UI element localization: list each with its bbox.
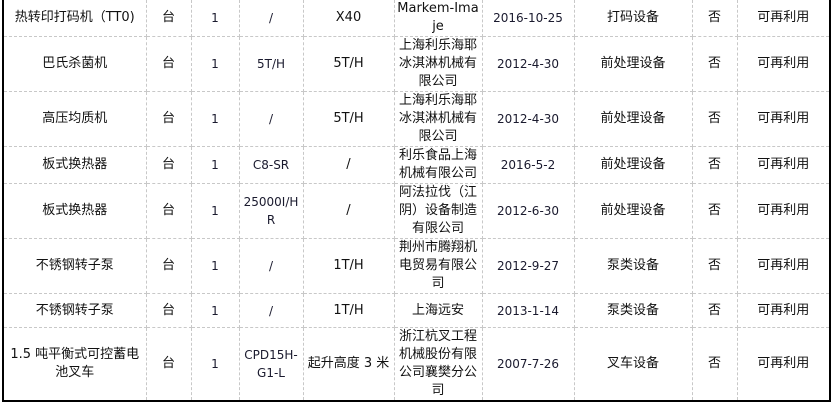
table-row: 不锈钢转子泵台 1/1T/H 上海远安 2013-1-14 泵类设备否可再利用 bbox=[2, 293, 831, 328]
cell-model: / bbox=[238, 238, 304, 294]
cell-flag: 否 bbox=[691, 91, 738, 147]
cell-status: 可再利用 bbox=[736, 293, 831, 328]
cell-unit: 台 bbox=[145, 293, 192, 328]
cell-status: 可再利用 bbox=[736, 146, 831, 184]
cell-date: 2012-4-30 bbox=[481, 36, 575, 92]
cell-name: 热转印打码机（TT0) bbox=[2, 0, 147, 37]
cell-qty: 1 bbox=[190, 91, 240, 147]
cell-date: 2013-1-14 bbox=[481, 293, 575, 328]
cell-model: / bbox=[238, 91, 304, 147]
cell-maker: 利乐食品上海机械有限公司 bbox=[393, 146, 483, 184]
cell-name: 不锈钢转子泵 bbox=[2, 293, 147, 328]
cell-qty: 1 bbox=[190, 36, 240, 92]
table-row: 板式换热器台 1 25000I/HR / 阿法拉伐（江阴）设备制造有限公司 2012-6-… bbox=[2, 183, 831, 239]
cell-maker: 上海利乐海耶冰淇淋机械有限公司 bbox=[393, 36, 483, 92]
cell-model: 5T/H bbox=[238, 36, 304, 92]
cell-unit: 台 bbox=[145, 146, 192, 184]
cell-category: 前处理设备 bbox=[573, 146, 693, 184]
cell-model: CPD15H-G1-L bbox=[238, 327, 304, 402]
cell-qty: 1 bbox=[190, 0, 240, 37]
cell-unit: 台 bbox=[145, 91, 192, 147]
table-row: 板式换热器台 1 C8-SR / 利乐食品上海机械有限公司 2016-5-2 前处理设备否可… bbox=[2, 146, 831, 184]
cell-category: 前处理设备 bbox=[573, 91, 693, 147]
cell-model: 25000I/HR bbox=[238, 183, 304, 239]
cell-date: 2012-9-27 bbox=[481, 238, 575, 294]
cell-qty: 1 bbox=[190, 238, 240, 294]
cell-category: 泵类设备 bbox=[573, 238, 693, 294]
cell-status: 可再利用 bbox=[736, 0, 831, 37]
cell-qty: 1 bbox=[190, 327, 240, 402]
cell-spec: X40 bbox=[302, 0, 395, 37]
cell-unit: 台 bbox=[145, 183, 192, 239]
cell-date: 2007-7-26 bbox=[481, 327, 575, 402]
table-row: 巴氏杀菌机台 1 5T/H 5T/H 上海利乐海耶冰淇淋机械有限公司 2012-4-30 前… bbox=[2, 36, 831, 92]
cell-category: 前处理设备 bbox=[573, 36, 693, 92]
cell-date: 2016-5-2 bbox=[481, 146, 575, 184]
cell-unit: 台 bbox=[145, 36, 192, 92]
table-row: 不锈钢转子泵台 1/1T/H 荆州市腾翔机电贸易有限公司 2012-9-27 泵类设备否… bbox=[2, 238, 831, 294]
cell-status: 可再利用 bbox=[736, 91, 831, 147]
cell-date: 2012-6-30 bbox=[481, 183, 575, 239]
cell-name: 高压均质机 bbox=[2, 91, 147, 147]
cell-flag: 否 bbox=[691, 146, 738, 184]
cell-spec: 1T/H bbox=[302, 238, 395, 294]
cell-spec: 5T/H bbox=[302, 91, 395, 147]
cell-maker: 阿法拉伐（江阴）设备制造有限公司 bbox=[393, 183, 483, 239]
cell-status: 可再利用 bbox=[736, 36, 831, 92]
cell-unit: 台 bbox=[145, 0, 192, 37]
cell-name: 巴氏杀菌机 bbox=[2, 36, 147, 92]
cell-spec: 1T/H bbox=[302, 293, 395, 328]
cell-date: 2012-4-30 bbox=[481, 91, 575, 147]
cell-maker: 上海远安 bbox=[393, 293, 483, 328]
cell-flag: 否 bbox=[691, 183, 738, 239]
cell-date: 2016-10-25 bbox=[481, 0, 575, 37]
cell-name: 板式换热器 bbox=[2, 183, 147, 239]
cell-maker: 上海利乐海耶冰淇淋机械有限公司 bbox=[393, 91, 483, 147]
cell-spec: / bbox=[302, 146, 395, 184]
cell-flag: 否 bbox=[691, 0, 738, 37]
cell-model: / bbox=[238, 293, 304, 328]
cell-spec: / bbox=[302, 183, 395, 239]
cell-name: 板式换热器 bbox=[2, 146, 147, 184]
table-row: 热转印打码机（TT0) 台 1/X40 Markem-Imaje 2016-10-25 打… bbox=[2, 0, 831, 37]
cell-spec: 5T/H bbox=[302, 36, 395, 92]
cell-unit: 台 bbox=[145, 238, 192, 294]
cell-qty: 1 bbox=[190, 183, 240, 239]
cell-maker: 浙江杭叉工程机械股份有限公司襄樊分公司 bbox=[393, 327, 483, 402]
cell-category: 叉车设备 bbox=[573, 327, 693, 402]
cell-status: 可再利用 bbox=[736, 238, 831, 294]
cell-unit: 台 bbox=[145, 327, 192, 402]
cell-model: / bbox=[238, 0, 304, 37]
cell-maker: 荆州市腾翔机电贸易有限公司 bbox=[393, 238, 483, 294]
cell-name: 不锈钢转子泵 bbox=[2, 238, 147, 294]
cell-flag: 否 bbox=[691, 238, 738, 294]
cell-category: 泵类设备 bbox=[573, 293, 693, 328]
table-row: 高压均质机台 1/5T/H 上海利乐海耶冰淇淋机械有限公司 2012-4-30 前处理设… bbox=[2, 91, 831, 147]
cell-category: 打码设备 bbox=[573, 0, 693, 37]
cell-name: 1.5 吨平衡式可控蓄电池叉车 bbox=[2, 327, 147, 402]
cell-model: C8-SR bbox=[238, 146, 304, 184]
table-row: 1.5 吨平衡式可控蓄电池叉车台 1 CPD15H-G1-L 起升高度 3 米浙江杭叉… bbox=[2, 327, 831, 402]
cell-flag: 否 bbox=[691, 327, 738, 402]
cell-status: 可再利用 bbox=[736, 327, 831, 402]
cell-category: 前处理设备 bbox=[573, 183, 693, 239]
cell-spec: 起升高度 3 米 bbox=[302, 327, 395, 402]
cell-qty: 1 bbox=[190, 146, 240, 184]
cell-flag: 否 bbox=[691, 293, 738, 328]
cell-qty: 1 bbox=[190, 293, 240, 328]
cell-flag: 否 bbox=[691, 36, 738, 92]
cell-status: 可再利用 bbox=[736, 183, 831, 239]
cell-maker: Markem-Imaje bbox=[393, 0, 483, 37]
